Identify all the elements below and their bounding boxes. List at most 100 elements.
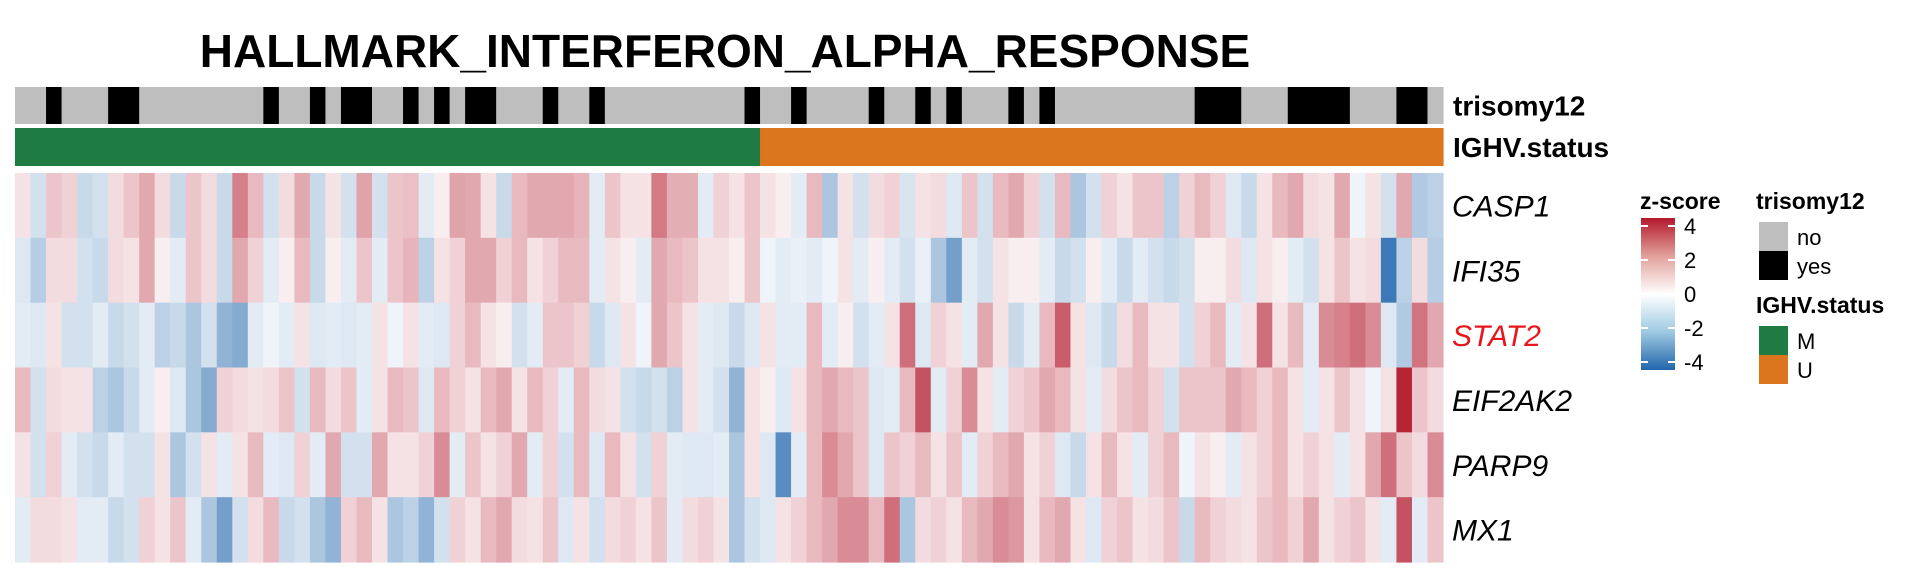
heatmap-cell bbox=[666, 237, 684, 304]
heatmap-cell bbox=[868, 432, 885, 498]
heatmap-cell bbox=[123, 432, 140, 498]
heatmap-cell bbox=[837, 432, 854, 498]
annotation-cell bbox=[992, 87, 1009, 124]
heatmap-row bbox=[15, 432, 1444, 498]
gene-label: PARP9 bbox=[1452, 450, 1548, 483]
heatmap-cell bbox=[1194, 237, 1211, 304]
heatmap-cell bbox=[1318, 367, 1335, 433]
annotation-cell bbox=[930, 87, 947, 124]
heatmap-row bbox=[15, 497, 1444, 563]
annotation-track-ighv-status: IGHV.status bbox=[15, 128, 1609, 166]
heatmap-cell bbox=[309, 367, 327, 433]
heatmap-cell bbox=[697, 302, 715, 369]
annotation-cell bbox=[325, 87, 342, 124]
heatmap-cell bbox=[682, 173, 699, 239]
heatmap-cell bbox=[418, 173, 435, 239]
annotation-cell bbox=[713, 87, 730, 124]
heatmap-cell bbox=[1256, 302, 1273, 369]
trisomy12-no-swatch bbox=[1759, 222, 1788, 251]
heatmap-cell bbox=[372, 173, 389, 239]
heatmap-cell bbox=[496, 237, 513, 304]
heatmap-cell bbox=[527, 302, 544, 369]
heatmap-cell bbox=[697, 497, 715, 563]
annotation-cell bbox=[247, 128, 264, 166]
annotation-cell bbox=[418, 128, 435, 166]
zscore-ticks: 4 2 0 -2 -4 bbox=[1641, 214, 1704, 375]
annotation-cell bbox=[247, 87, 264, 124]
heatmap-cell bbox=[527, 237, 544, 304]
heatmap-cell bbox=[992, 237, 1009, 304]
heatmap-cell bbox=[620, 302, 637, 369]
heatmap-cell bbox=[822, 173, 839, 239]
annotation-cell bbox=[170, 128, 187, 166]
heatmap-cell bbox=[511, 302, 528, 369]
heatmap-row bbox=[15, 173, 1444, 239]
heatmap-cell bbox=[92, 302, 109, 369]
annotation-cell bbox=[154, 87, 171, 124]
heatmap-cell bbox=[15, 173, 32, 239]
heatmap-cell bbox=[92, 173, 109, 239]
heatmap-cell bbox=[682, 432, 699, 498]
heatmap-cell bbox=[92, 237, 109, 304]
heatmap-cell bbox=[108, 173, 125, 239]
heatmap-cell bbox=[1349, 173, 1366, 239]
annotation-cell bbox=[1117, 128, 1134, 166]
heatmap-cell bbox=[1241, 497, 1258, 563]
heatmap-cell bbox=[946, 367, 963, 433]
heatmap-cell bbox=[1086, 497, 1103, 563]
heatmap-cell bbox=[1272, 173, 1289, 239]
heatmap-cell bbox=[278, 367, 295, 433]
annotation-cell bbox=[356, 128, 373, 166]
heatmap-cell bbox=[573, 497, 590, 563]
annotation-cell bbox=[185, 87, 202, 124]
heatmap-cell bbox=[1396, 173, 1413, 239]
heatmap-cell bbox=[1241, 173, 1258, 239]
heatmap-cell bbox=[791, 173, 808, 239]
annotation-cell bbox=[511, 87, 528, 124]
heatmap-cell bbox=[930, 432, 947, 498]
annotation-cell bbox=[620, 87, 637, 124]
annotation-cell bbox=[1008, 87, 1025, 124]
annotation-cell bbox=[713, 128, 730, 166]
heatmap-cell bbox=[372, 432, 389, 498]
heatmap-cell bbox=[465, 497, 482, 563]
heatmap-cell bbox=[247, 173, 264, 239]
heatmap-cell bbox=[1132, 432, 1149, 498]
annotation-cell bbox=[697, 128, 715, 166]
heatmap-cell bbox=[651, 432, 668, 498]
annotation-cell bbox=[372, 87, 389, 124]
annotation-cell bbox=[1132, 87, 1149, 124]
annotation-label: trisomy12 bbox=[1453, 91, 1585, 122]
heatmap-cell bbox=[853, 302, 870, 369]
annotation-cell bbox=[294, 128, 311, 166]
heatmap-cell bbox=[154, 237, 171, 304]
annotation-cell bbox=[729, 87, 746, 124]
heatmap-cell bbox=[170, 432, 187, 498]
heatmap-cell bbox=[915, 367, 932, 433]
annotation-cell bbox=[558, 128, 575, 166]
heatmap-cell bbox=[1008, 302, 1025, 369]
heatmap-cell bbox=[201, 367, 218, 433]
heatmap-cell bbox=[1411, 367, 1429, 433]
annotation-cell bbox=[1380, 87, 1398, 124]
annotation-cell bbox=[30, 128, 47, 166]
heatmap-cell bbox=[992, 302, 1009, 369]
heatmap-cell bbox=[1427, 367, 1444, 433]
heatmap-cell bbox=[216, 367, 233, 433]
heatmap-cell bbox=[496, 497, 513, 563]
heatmap-cell bbox=[201, 237, 218, 304]
annotation-cell bbox=[1194, 87, 1211, 124]
heatmap-cell bbox=[1039, 432, 1056, 498]
annotation-cell bbox=[682, 87, 699, 124]
heatmap-cell bbox=[558, 497, 575, 563]
heatmap-cell bbox=[915, 237, 932, 304]
annotation-cell bbox=[1349, 128, 1366, 166]
annotation-cell bbox=[449, 87, 466, 124]
heatmap-cell bbox=[263, 302, 280, 369]
heatmap-cell bbox=[915, 173, 932, 239]
heatmap-cell bbox=[77, 237, 94, 304]
heatmap-cell bbox=[403, 367, 420, 433]
heatmap-cell bbox=[1210, 497, 1227, 563]
heatmap-cell bbox=[1411, 237, 1429, 304]
annotation-cell bbox=[1318, 128, 1335, 166]
